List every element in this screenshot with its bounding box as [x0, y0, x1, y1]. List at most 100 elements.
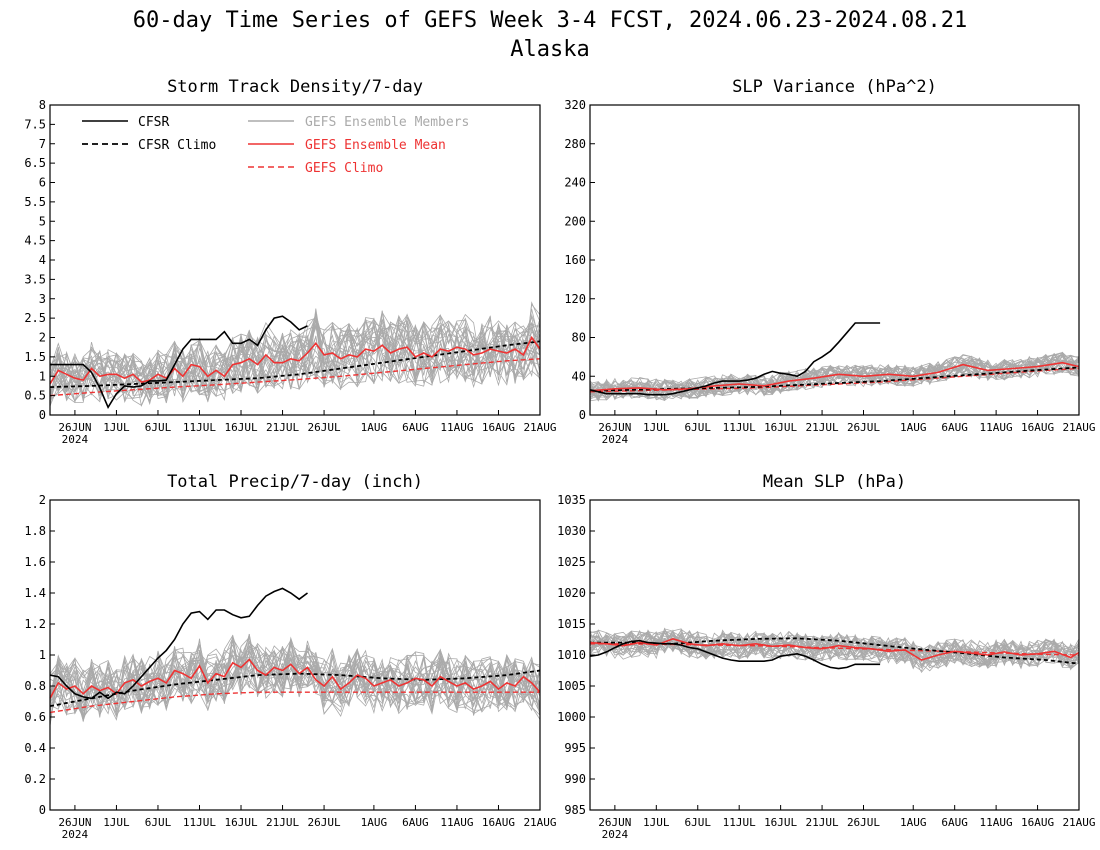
x-tick-label: 11AUG: [440, 816, 473, 829]
legend-label-cfsr-climo: CFSR Climo: [138, 138, 216, 153]
panel-total-precip: Total Precip/7-day (inch)00.20.40.60.811…: [24, 472, 556, 841]
x-tick-label: 1AUG: [361, 816, 388, 829]
y-tick-label: 1.2: [24, 617, 46, 631]
x-tick-label: 6JUL: [684, 421, 711, 434]
x-tick-label: 6JUL: [684, 816, 711, 829]
ensemble-members: [49, 633, 541, 727]
y-tick-label: 6.5: [24, 156, 46, 170]
x-tick-label: 21AUG: [523, 816, 556, 829]
x-tick-label: 16AUG: [482, 421, 515, 434]
legend: CFSR CFSR Climo GEFS Ensemble Members GE…: [82, 115, 469, 176]
x-tick-label: 21AUG: [1062, 421, 1095, 434]
ensemble-member-line: [49, 316, 541, 407]
ensemble-member-line: [49, 313, 541, 392]
figure-subtitle: Alaska: [510, 37, 589, 62]
x-tick-label: 1JUL: [643, 816, 670, 829]
ensemble-member-line: [49, 314, 541, 403]
y-tick-label: 0: [579, 408, 586, 422]
y-tick-label: 2: [39, 331, 46, 345]
series-line-cfsr-climo: [589, 366, 1080, 392]
series-line-gefs-ensemble-mean: [589, 361, 1080, 392]
x-tick-label: 21JUL: [266, 816, 299, 829]
ensemble-member-line: [589, 351, 1080, 402]
y-tick-label: 990: [564, 772, 586, 786]
ensemble-member-line: [589, 631, 1080, 667]
figure-title: 60-day Time Series of GEFS Week 3-4 FCST…: [133, 8, 967, 33]
x-tick-label: 26JUL: [847, 816, 880, 829]
series-line-gefs-ensemble-mean: [589, 638, 1080, 661]
panel-title: Mean SLP (hPa): [763, 472, 906, 492]
y-tick-label: 1030: [557, 524, 586, 538]
x-tick-label: 21AUG: [1062, 816, 1095, 829]
ensemble-member-line: [49, 654, 541, 712]
x-tick-label: 26JUN: [598, 816, 631, 829]
plot-frame: [49, 499, 541, 811]
y-tick-label: 1.6: [24, 555, 46, 569]
x-tick-label: 21JUL: [806, 816, 839, 829]
x-tick-label: 21AUG: [523, 421, 556, 434]
x-tick-label: 1JUL: [103, 816, 130, 829]
ensemble-member-line: [49, 651, 541, 714]
y-tick-label: 0: [39, 803, 46, 817]
x-tick-label: 6AUG: [402, 421, 429, 434]
ensemble-member-line: [589, 354, 1080, 400]
y-tick-label: 3: [39, 292, 46, 306]
y-tick-label: 0.6: [24, 710, 46, 724]
y-tick-label: 7.5: [24, 117, 46, 131]
y-tick-label: 6: [39, 176, 46, 190]
legend-label-gefs-climo: GEFS Climo: [305, 161, 383, 176]
y-tick-label: 5.5: [24, 195, 46, 209]
ensemble-member-line: [49, 314, 541, 395]
ensemble-member-line: [589, 356, 1080, 400]
y-tick-label: 1: [39, 648, 46, 662]
y-tick-label: 1: [39, 369, 46, 383]
x-tick-label: 21JUL: [266, 421, 299, 434]
x-tick-label: 1AUG: [900, 816, 927, 829]
panel-title: Total Precip/7-day (inch): [167, 472, 423, 492]
y-tick-label: 0: [39, 408, 46, 422]
x-tick-label: 16JUL: [764, 816, 797, 829]
panel-storm-track: Storm Track Density/7-day 0 0.5 1 1.5 2 2.5 3 3.…: [24, 77, 556, 446]
x-tick-label: 11JUL: [723, 421, 756, 434]
y-tick-label: 200: [564, 214, 586, 228]
y-tick-label: 120: [564, 292, 586, 306]
ensemble-member-line: [49, 635, 541, 723]
series-line-cfsr: [589, 322, 881, 396]
series-line-cfsr-climo: [49, 669, 541, 707]
x-year-label: 2024: [62, 433, 89, 446]
ensemble-members: [49, 301, 541, 408]
x-tick-label: 1AUG: [361, 421, 388, 434]
x-year-label: 2024: [602, 828, 629, 841]
y-tick-label: 995: [564, 741, 586, 755]
panel-title: SLP Variance (hPa^2): [732, 77, 937, 97]
series-line-gefs-ensemble-mean: [49, 335, 541, 385]
x-tick-label: 21JUL: [806, 421, 839, 434]
series-line-cfsr-climo: [590, 637, 1080, 665]
y-tick-label: 0.2: [24, 772, 46, 786]
ensemble-member-line: [589, 631, 1080, 666]
x-tick-label: 16JUL: [764, 421, 797, 434]
y-tick-label: 1025: [557, 555, 586, 569]
y-tick-label: 1035: [557, 493, 586, 507]
x-tick-label: 1JUL: [103, 421, 130, 434]
y-tick-label: 2: [39, 493, 46, 507]
x-tick-label: 26JUL: [847, 421, 880, 434]
y-tick-label: 1.4: [24, 586, 46, 600]
x-year-label: 2024: [62, 828, 89, 841]
series-line-cfsr: [50, 315, 308, 410]
ensemble-member-line: [49, 301, 541, 400]
y-tick-label: 0.8: [24, 679, 46, 693]
ensemble-member-line: [589, 629, 1080, 669]
x-tick-label: 16AUG: [1021, 421, 1054, 434]
x-tick-label: 1AUG: [900, 421, 927, 434]
series-line-cfsr: [589, 639, 881, 670]
x-tick-label: 26JUL: [308, 421, 341, 434]
y-tick-label: 8: [39, 98, 46, 112]
y-tick-label: 1015: [557, 617, 586, 631]
x-tick-label: 11AUG: [980, 816, 1013, 829]
y-tick-label: 1020: [557, 586, 586, 600]
legend-label-mean: GEFS Ensemble Mean: [305, 138, 446, 153]
x-tick-label: 26JUL: [308, 816, 341, 829]
series-line-gefs-climo: [49, 358, 541, 397]
